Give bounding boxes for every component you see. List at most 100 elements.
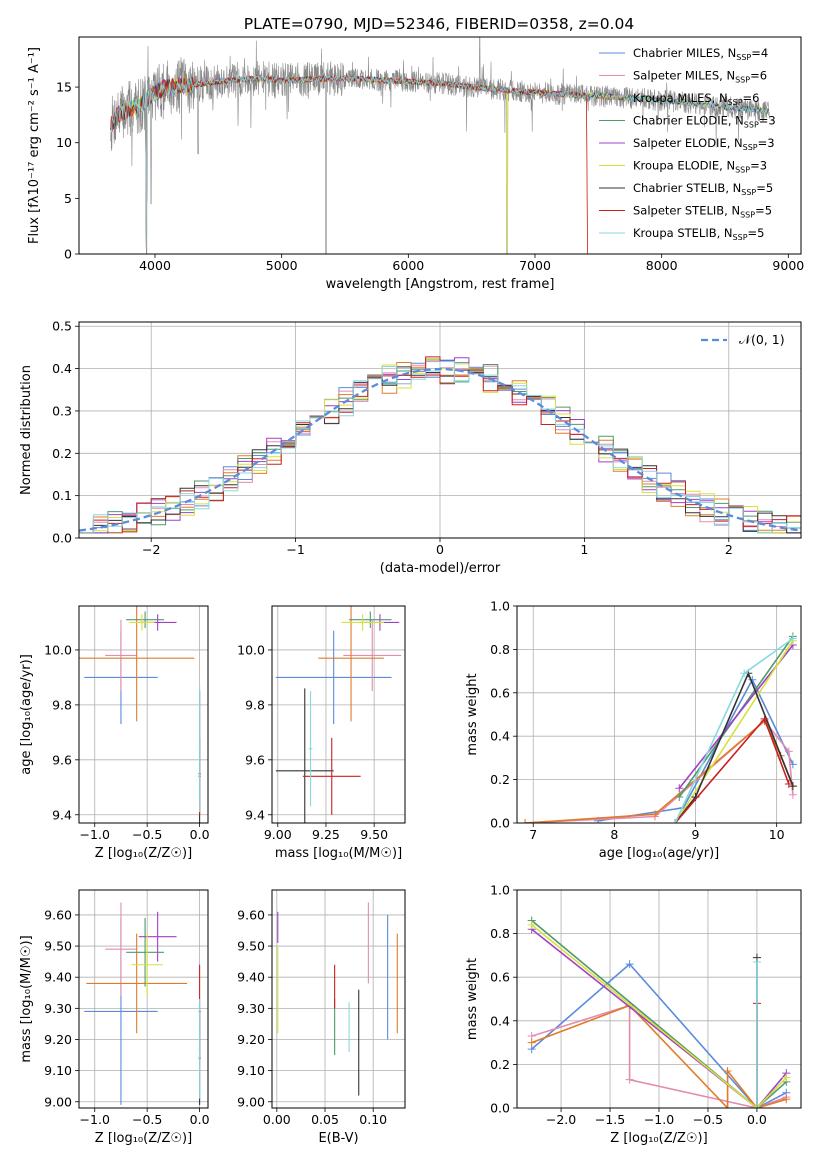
plot-area bbox=[521, 632, 797, 823]
panel-age-vs-Z: −1.0 −0.5 0.0 9.4 9.6 9.8 10.0 Z [log₁₀(Z/Z☉)] a… bbox=[19, 605, 210, 861]
errorbar-point bbox=[343, 619, 402, 692]
weight-series-line bbox=[531, 919, 787, 1108]
axes-frame bbox=[271, 605, 406, 824]
errorbar-point bbox=[86, 933, 188, 1034]
plot-area bbox=[275, 606, 402, 823]
x-tick-label: 2 bbox=[725, 542, 733, 557]
panel-mass-vs-EBV: 0.00 0.05 0.10 9.00 9.10 9.20 9.30 9.40 9.50 9.60… bbox=[237, 889, 406, 1146]
panel-mass-vs-Z: −1.0 −0.5 0.0 9.00 9.10 9.20 9.30 9.40 9.50 9.60 Z… bbox=[19, 889, 210, 1146]
y-tick-label: 10.0 bbox=[44, 642, 72, 657]
y-tick-label: 9.6 bbox=[245, 752, 265, 767]
weight-point-marker bbox=[752, 957, 761, 966]
y-tick-label: 1.0 bbox=[490, 599, 510, 614]
y-tick-label: 0.0 bbox=[490, 1101, 510, 1116]
y-axis-label: Normed distribution bbox=[19, 365, 34, 495]
y-tick-label: 9.6 bbox=[52, 752, 72, 767]
y-tick-label: 9.00 bbox=[44, 1094, 72, 1109]
weight-point-marker bbox=[527, 1038, 536, 1047]
x-tick-label: 9.50 bbox=[360, 827, 388, 842]
x-tick-label: 6000 bbox=[392, 258, 424, 273]
errorbar-point bbox=[126, 918, 164, 987]
plot-area bbox=[84, 902, 201, 1105]
model-series-line bbox=[110, 74, 588, 254]
weight-point-marker bbox=[784, 747, 793, 756]
weight-point-marker bbox=[740, 669, 749, 678]
weight-series-line bbox=[531, 962, 787, 1108]
y-tick-label: 9.60 bbox=[237, 907, 265, 922]
y-tick-label: 0.2 bbox=[490, 772, 510, 787]
y-tick-label: 9.20 bbox=[237, 1032, 265, 1047]
y-tick-label: 9.30 bbox=[237, 1001, 265, 1016]
weight-point-marker bbox=[521, 819, 530, 823]
x-tick-label: 0.0 bbox=[747, 1112, 767, 1127]
weight-series-line bbox=[531, 928, 787, 1108]
x-tick-label: 0 bbox=[436, 542, 444, 557]
y-tick-label: 9.30 bbox=[44, 1001, 72, 1016]
y-tick-label: 0.3 bbox=[52, 403, 72, 418]
errorbar-point bbox=[318, 606, 384, 722]
x-tick-label: 9000 bbox=[772, 258, 804, 273]
errorbar-point bbox=[302, 737, 361, 815]
x-tick-label: 9.00 bbox=[264, 827, 292, 842]
x-axis-label: mass [log₁₀(M/M☉)] bbox=[275, 846, 402, 861]
y-tick-label: 9.10 bbox=[44, 1063, 72, 1078]
x-tick-label: 0.10 bbox=[359, 1112, 387, 1127]
x-tick-label: −1.0 bbox=[80, 827, 110, 842]
x-tick-label: 7000 bbox=[519, 258, 551, 273]
y-tick-label: 10 bbox=[56, 135, 72, 150]
x-tick-label: 0.0 bbox=[190, 1112, 210, 1127]
x-tick-label: 5000 bbox=[266, 258, 298, 273]
y-tick-label: 9.00 bbox=[237, 1094, 265, 1109]
plot-area bbox=[79, 606, 201, 823]
weight-point-marker bbox=[650, 810, 659, 819]
errorbar-point bbox=[105, 619, 137, 692]
axes-frame bbox=[78, 36, 802, 255]
axes-frame bbox=[516, 605, 802, 824]
y-tick-label: 0.5 bbox=[52, 319, 72, 334]
x-tick-label: 7 bbox=[529, 827, 537, 842]
y-tick-label: 0.8 bbox=[490, 926, 510, 941]
weight-point-marker bbox=[723, 1066, 732, 1075]
errorbar-point bbox=[341, 614, 384, 631]
figure-title: PLATE=0790, MJD=52346, FIBERID=0358, z=0… bbox=[244, 15, 634, 33]
y-tick-label: 15 bbox=[56, 80, 72, 95]
y-tick-label: 0.0 bbox=[490, 816, 510, 831]
x-tick-label: −0.5 bbox=[693, 1112, 723, 1127]
weight-series-line bbox=[531, 1004, 787, 1108]
legend-entry: Salpeter ELODIE, NSSP=3 bbox=[633, 136, 775, 152]
y-tick-label: 0.4 bbox=[490, 729, 510, 744]
x-tick-label: −1.5 bbox=[595, 1112, 625, 1127]
y-tick-label: 9.50 bbox=[44, 939, 72, 954]
errorbar-point bbox=[131, 933, 163, 996]
weight-point-marker bbox=[760, 714, 769, 723]
errorbar-point bbox=[126, 611, 164, 628]
y-axis-label: mass [log₁₀(M/M☉)] bbox=[19, 935, 34, 1062]
x-tick-label: 8 bbox=[610, 827, 618, 842]
panel-weight-vs-Z: −2.0 −1.5 −1.0 −0.5 0.0 0.0 0.2 0.4 0.6 0.8 1.0 Z [… bbox=[465, 883, 802, 1146]
weight-point-marker bbox=[782, 1073, 791, 1082]
y-tick-label: 9.40 bbox=[237, 970, 265, 985]
panel-residuals: −2 −1 0 1 2 0.0 0.1 0.2 0.3 0.4 0.5 (data-model)/er… bbox=[19, 319, 802, 576]
plot-area bbox=[527, 916, 791, 1108]
x-axis-label: Z [log₁₀(Z/Z☉)] bbox=[95, 1131, 192, 1146]
x-tick-label: 9 bbox=[692, 827, 700, 842]
legend-entry: 𝒩(0, 1) bbox=[739, 332, 785, 347]
weight-series-line bbox=[674, 640, 794, 823]
axes-frame bbox=[78, 889, 209, 1109]
x-axis-label: age [log₁₀(age/yr)] bbox=[599, 846, 720, 861]
x-tick-label: −0.5 bbox=[132, 1112, 162, 1127]
y-tick-label: 0.4 bbox=[490, 1013, 510, 1028]
y-tick-label: 9.8 bbox=[52, 697, 72, 712]
y-tick-label: 0.1 bbox=[52, 488, 72, 503]
x-axis-label: (data-model)/error bbox=[380, 561, 501, 576]
y-axis-label: age [log₁₀(age/yr)] bbox=[19, 654, 34, 775]
y-tick-label: 0.0 bbox=[52, 531, 72, 546]
weight-point-marker bbox=[784, 779, 793, 788]
errorbar-point bbox=[129, 614, 155, 631]
y-tick-label: 9.4 bbox=[245, 807, 265, 822]
y-tick-label: 0.8 bbox=[490, 642, 510, 657]
errorbar-point bbox=[105, 902, 137, 996]
y-tick-label: 1.0 bbox=[490, 883, 510, 898]
weight-series-line bbox=[531, 924, 787, 1108]
x-tick-label: 1 bbox=[580, 542, 588, 557]
